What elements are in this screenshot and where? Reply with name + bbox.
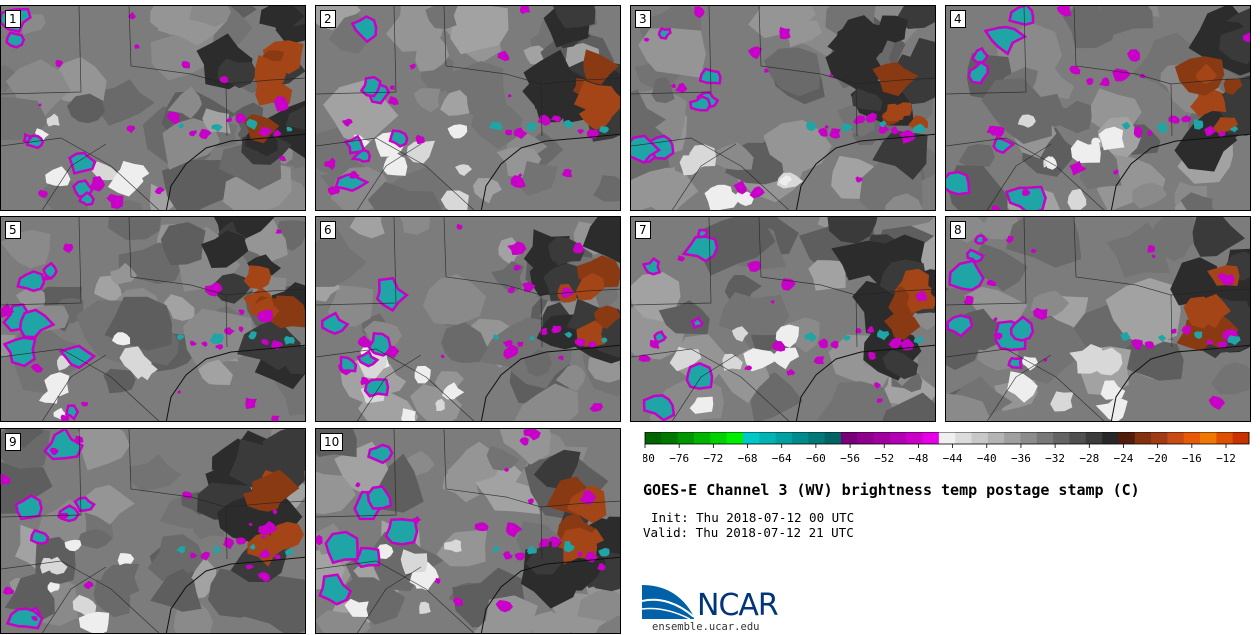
colorbar-swatch <box>1020 432 1038 444</box>
colorbar-swatch <box>1085 432 1103 444</box>
satellite-map <box>946 217 1250 421</box>
colorbar-tick-label: −20 <box>1148 452 1168 465</box>
valid-time: Valid: Thu 2018-07-12 21 UTC <box>643 525 854 540</box>
panel-number-label: 1 <box>5 10 21 28</box>
colorbar-tick-label: −52 <box>874 452 894 465</box>
ncar-logo-icon <box>642 585 695 620</box>
postage-stamp-panel: 9 <box>0 428 306 634</box>
colorbar-tick-label: −76 <box>669 452 689 465</box>
postage-stamp-panel: 1 <box>0 5 306 211</box>
colorbar-tick-label: −64 <box>772 452 792 465</box>
colorbar-swatch <box>759 432 776 444</box>
colorbar-swatch <box>1102 432 1119 444</box>
colorbar-swatch <box>1069 432 1087 444</box>
colorbar-swatch <box>808 432 825 444</box>
postage-stamp-panel: 5 <box>0 216 306 422</box>
panel-number-label: 6 <box>320 221 336 239</box>
satellite-map <box>316 217 620 421</box>
satellite-map <box>316 6 620 210</box>
colorbar-swatch <box>889 432 907 444</box>
colorbar-tick-label: −28 <box>1079 452 1099 465</box>
colorbar-tick-label: −16 <box>1182 452 1202 465</box>
satellite-map <box>631 6 935 210</box>
colorbar-tick-label: −24 <box>1114 452 1134 465</box>
colorbar-swatch <box>1232 432 1250 444</box>
panel-number-label: 4 <box>950 10 966 28</box>
postage-stamp-panel: 2 <box>315 5 621 211</box>
colorbar-tick-label: −36 <box>1011 452 1031 465</box>
colorbar-swatch <box>971 432 989 444</box>
colorbar-tick-label: −80 <box>643 452 655 465</box>
colorbar-swatch <box>1200 432 1217 444</box>
colorbar-tick-label: −56 <box>840 452 860 465</box>
postage-stamp-panel: 3 <box>630 5 936 211</box>
postage-stamp-panel: 10 <box>315 428 621 634</box>
satellite-map <box>1 6 305 210</box>
colorbar-tick-label: −12 <box>1216 452 1236 465</box>
postage-stamp-panel: 4 <box>945 5 1251 211</box>
panel-number-label: 10 <box>320 433 344 451</box>
satellite-map <box>1 217 305 421</box>
satellite-map <box>631 217 935 421</box>
colorbar-swatch <box>1183 432 1201 444</box>
colorbar-swatch <box>906 432 923 444</box>
colorbar-swatch <box>840 432 858 444</box>
satellite-map <box>946 6 1250 210</box>
colorbar-swatch <box>791 432 809 444</box>
panel-number-label: 9 <box>5 433 21 451</box>
colorbar-swatch <box>922 432 940 444</box>
colorbar-swatch <box>726 432 744 444</box>
postage-stamp-panel: 8 <box>945 216 1251 422</box>
colorbar-swatch <box>873 432 891 444</box>
satellite-map <box>1 429 305 633</box>
colorbar-swatch <box>710 432 728 444</box>
colorbar-swatch <box>1053 432 1070 444</box>
colorbar-swatch <box>824 432 842 444</box>
colorbar-swatch <box>987 432 1005 444</box>
colorbar-swatch <box>1151 432 1168 444</box>
postage-stamp-panel: 6 <box>315 216 621 422</box>
colorbar-swatch <box>1036 432 1054 444</box>
colorbar-swatch <box>1004 432 1021 444</box>
colorbar: −80 −76 −72 −68 −64 −60 −56 −52 −48 −44 −40 −36 −32 −… <box>643 432 1250 465</box>
colorbar-swatch <box>1167 432 1185 444</box>
colorbar-tick-label: −68 <box>738 452 758 465</box>
colorbar-swatch <box>677 432 695 444</box>
postage-stamp-panel: 7 <box>630 216 936 422</box>
satellite-map <box>316 429 620 633</box>
init-time: Init: Thu 2018-07-12 00 UTC <box>651 510 855 525</box>
colorbar-tick-label: −32 <box>1045 452 1065 465</box>
colorbar-swatch <box>693 432 711 444</box>
colorbar-tick-label: −60 <box>806 452 826 465</box>
colorbar-swatch <box>661 432 679 444</box>
colorbar-tick-label: −48 <box>908 452 928 465</box>
colorbar-swatch <box>1134 432 1152 444</box>
figure-title: GOES-E Channel 3 (WV) brightness temp po… <box>643 481 1140 499</box>
panel-number-label: 5 <box>5 221 21 239</box>
panel-number-label: 3 <box>635 10 651 28</box>
colorbar-swatch <box>955 432 972 444</box>
panel-number-label: 8 <box>950 221 966 239</box>
panel-number-label: 2 <box>320 10 336 28</box>
colorbar-swatch <box>1216 432 1234 444</box>
colorbar-tick-label: −40 <box>977 452 997 465</box>
colorbar-swatch <box>742 432 760 444</box>
colorbar-tick-label: −72 <box>703 452 723 465</box>
colorbar-tick-label: −44 <box>943 452 963 465</box>
logo-url: ensemble.ucar.edu <box>652 621 760 633</box>
logo-text: NCAR <box>697 588 779 623</box>
colorbar-swatch <box>775 432 793 444</box>
panel-number-label: 7 <box>635 221 651 239</box>
colorbar-swatch <box>645 432 662 444</box>
colorbar-swatch <box>857 432 874 444</box>
colorbar-swatch <box>1118 432 1136 444</box>
colorbar-swatch <box>938 432 956 444</box>
